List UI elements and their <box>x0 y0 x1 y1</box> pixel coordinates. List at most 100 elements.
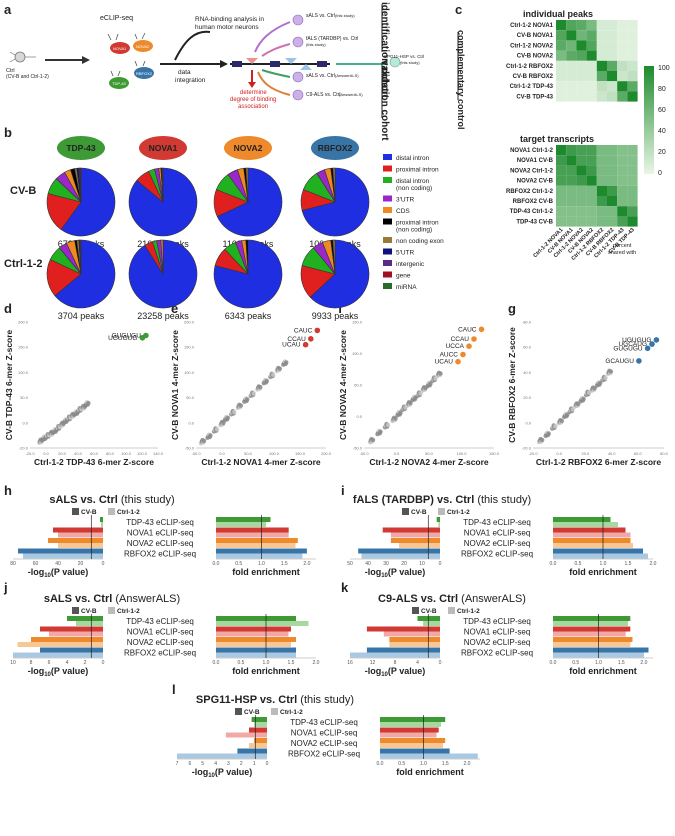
panel-letters: a b c d e f g h i j k l <box>3 2 516 697</box>
scatter-point <box>546 431 551 436</box>
panel-letter-h: h <box>4 483 12 498</box>
fe-bar-cvb <box>553 647 649 653</box>
pie-slice <box>245 239 249 275</box>
heatmap-cell <box>596 216 607 227</box>
legend-swatch <box>383 237 392 243</box>
fe-bar-ctrl <box>380 743 443 748</box>
pval-bar-cvb <box>366 626 440 632</box>
pval-bar-ctrl <box>254 722 267 727</box>
heatmap-cell <box>617 196 628 207</box>
y-tick: 80.0 <box>523 320 532 325</box>
heatmap-cell <box>556 185 567 196</box>
legend-label-cvb: CV-B <box>81 608 97 615</box>
pval-bar-cvb <box>436 517 440 522</box>
kmer-label: UCAU <box>282 342 301 349</box>
heatmap-cell <box>576 60 587 71</box>
legend-swatch <box>383 248 392 255</box>
heatmap-cell <box>627 40 638 51</box>
x-tick: 120.0 <box>137 451 148 456</box>
kmer-label: UGUGUG <box>108 335 137 342</box>
heatmap-cell <box>556 165 567 176</box>
legend-label: CDS <box>396 208 410 215</box>
pval-tick: 60 <box>33 561 39 567</box>
pval-bar-cvb <box>382 527 440 533</box>
legend-swatch-cvb <box>235 708 242 715</box>
fe-tick: 0.5 <box>235 561 242 567</box>
heatmap-cell <box>627 30 638 41</box>
pval-bar-ctrl <box>177 753 267 759</box>
category-label: NOVA2 eCLIP-seq <box>127 638 194 647</box>
kmer-label: CAUC <box>458 326 477 333</box>
pval-axis-label: -log10(P value) <box>365 567 426 579</box>
fe-bar-cvb <box>553 637 633 642</box>
scatter-point <box>553 424 558 429</box>
heatmap-cell <box>627 216 638 227</box>
heatmap-cell <box>566 145 577 156</box>
pval-bar-cvb <box>18 548 103 554</box>
y-tick: 0.0 <box>356 414 362 419</box>
legend-swatch-ctrl <box>438 508 445 515</box>
heatmap-row-label: Ctrl-1-2 NOVA1 <box>510 23 554 29</box>
legend-label: 5'UTR <box>396 250 415 257</box>
panel-letter-i: i <box>341 483 345 498</box>
peak-count: 3704 peaks <box>58 311 105 321</box>
scatter-point <box>245 397 250 402</box>
legend-label: miRNA <box>396 284 417 291</box>
y-axis-label: CV-B NOVA2 4-mer Z-score <box>338 330 348 440</box>
pval-tick: 6 <box>48 660 51 666</box>
pval-tick: 40 <box>55 561 61 567</box>
y-tick: -20.0 <box>19 446 29 451</box>
category-label: NOVA1 eCLIP-seq <box>464 628 531 637</box>
heatmap-cell <box>607 30 618 41</box>
scatter-point <box>592 386 597 391</box>
heatmap-cell <box>566 30 577 41</box>
x-tick: 20.0 <box>582 451 591 456</box>
heatmap-row-label: CV-B NOVA1 <box>517 33 554 39</box>
pval-tick: 30 <box>383 561 389 567</box>
ctrl-label: Ctrl <box>6 68 15 74</box>
kmer-label: CCAU <box>451 336 470 343</box>
colorbar-tick: 0 <box>658 170 662 177</box>
curved-arrow-analysis <box>174 30 211 61</box>
heatmap-cell <box>576 216 587 227</box>
heatmap-row-label: TDP-43 CV-B <box>516 219 553 225</box>
pie-slice <box>332 239 336 275</box>
x-tick: -50.0 <box>359 451 369 456</box>
scatter-highlight <box>455 358 461 365</box>
comparison-c9-answerals: C9-ALS vs. Ctrl <box>306 92 340 98</box>
panel-letter-b: b <box>4 125 12 140</box>
heatmap-cell <box>617 145 628 156</box>
colorbar-label-2: shared with <box>608 250 636 256</box>
heatmap-cell <box>586 30 597 41</box>
kmer-label: CAUC <box>294 327 313 334</box>
fe-tick: 1.5 <box>625 561 632 567</box>
comparison-spg11: SPG11-HSP vs. Ctrl <box>384 54 424 59</box>
heatmap-cell <box>627 91 638 102</box>
pval-bar-cvb <box>254 738 267 743</box>
y-tick: -50.0 <box>353 446 363 451</box>
heatmap-cell <box>617 71 628 82</box>
fe-bar-ctrl <box>553 642 631 647</box>
pie-headers: TDP-43 NOVA1 NOVA2 RBFOX2 <box>57 136 359 160</box>
category-label: TDP-43 eCLIP-seq <box>463 617 531 626</box>
scatter-highlight <box>471 336 477 342</box>
x-tick: 40.0 <box>74 451 83 456</box>
fe-bar-cvb <box>553 548 643 554</box>
legend-swatch-ctrl <box>448 607 455 614</box>
pval-bar-ctrl <box>13 652 103 658</box>
heatmap-cell <box>556 91 567 102</box>
category-label: NOVA2 eCLIP-seq <box>464 638 531 647</box>
fe-tick: 1.5 <box>281 561 288 567</box>
x-tick: 50.0 <box>425 451 434 456</box>
row-label-cvb: CV-B <box>10 185 36 197</box>
fe-tick: 2.0 <box>303 561 310 567</box>
heatmap-cell <box>556 60 567 71</box>
fe-bar-cvb <box>553 527 626 533</box>
y-axis-label: CV-B NOVA1 4-mer Z-score <box>170 330 180 440</box>
peak-count: 23258 peaks <box>137 311 189 321</box>
heatmap-cell <box>556 81 567 92</box>
scatter-highlight <box>308 336 314 342</box>
fe-bar-cvb <box>380 748 450 754</box>
